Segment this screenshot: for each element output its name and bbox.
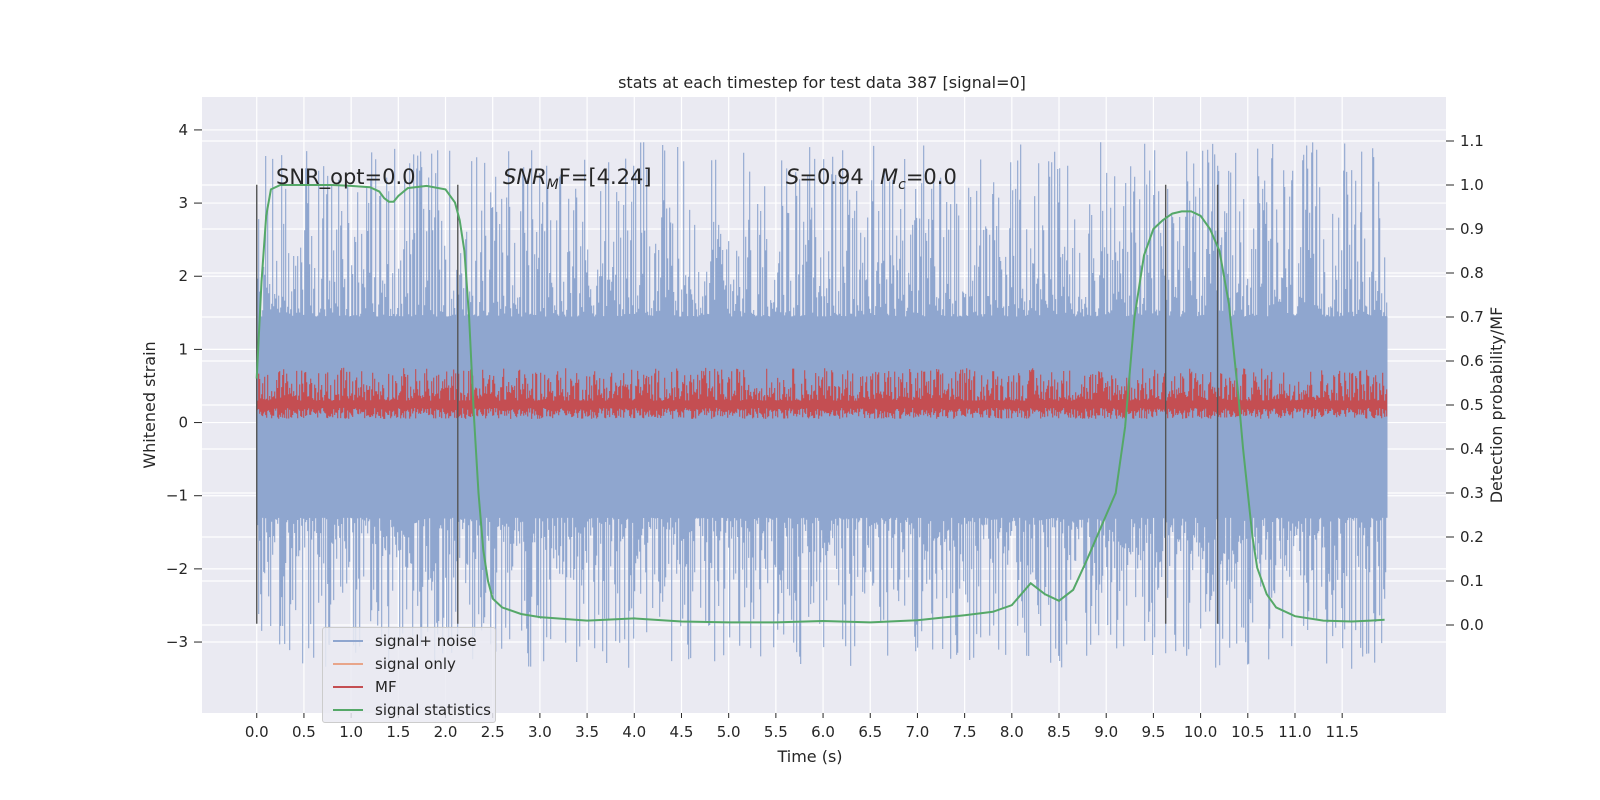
y-tick-label: 3 — [178, 194, 188, 212]
y-tick-label: 0 — [178, 414, 188, 432]
x-tick-label: 4.0 — [622, 723, 646, 741]
legend-item-mf: MF — [333, 676, 397, 698]
x-tick-label: 0.5 — [292, 723, 316, 741]
legend-label-signal-statistics: signal statistics — [375, 701, 492, 719]
y-tick-label: −2 — [166, 560, 188, 578]
signal-statistics-series — [255, 184, 1385, 624]
y-right-tick-label: 0.0 — [1460, 616, 1484, 634]
x-tick-label: 8.0 — [1000, 723, 1024, 741]
x-tick-label: 8.5 — [1047, 723, 1071, 741]
legend-label-mf: MF — [375, 678, 397, 696]
x-tick-label: 10.5 — [1231, 723, 1264, 741]
y-tick-label: −1 — [166, 487, 188, 505]
x-tick-label: 10.0 — [1184, 723, 1217, 741]
legend-swatch-signal-only — [333, 663, 363, 665]
legend-swatch-signal-noise — [333, 640, 363, 642]
y-tick-label: 4 — [178, 121, 188, 139]
y-right-tick-label: 0.9 — [1460, 220, 1484, 238]
y-right-tick-label: 1.1 — [1460, 132, 1484, 150]
x-tick-label: 5.0 — [717, 723, 741, 741]
x-tick-label: 6.0 — [811, 723, 835, 741]
event-marker-lines — [256, 184, 1219, 624]
legend-swatch-signal-statistics — [333, 709, 363, 711]
x-tick-label: 1.5 — [386, 723, 410, 741]
mc-symbol: M — [880, 165, 898, 189]
y-axis-label: Whitened strain — [140, 341, 159, 468]
y-tick-label: 2 — [178, 267, 188, 285]
y-right-tick-label: 0.1 — [1460, 572, 1484, 590]
y-right-tick-label: 1.0 — [1460, 176, 1484, 194]
legend-label-signal-noise: signal+ noise — [375, 632, 477, 650]
signal-statistics-line — [255, 184, 1385, 624]
x-tick-label: 3.5 — [575, 723, 599, 741]
y-right-tick-label: 0.3 — [1460, 484, 1484, 502]
y-axis-right-label: Detection probability/MF — [1487, 307, 1506, 504]
x-tick-label: 5.5 — [764, 723, 788, 741]
x-tick-label: 7.0 — [906, 723, 930, 741]
y-right-tick-label: 0.5 — [1460, 396, 1484, 414]
legend-item-signal-statistics: signal statistics — [333, 699, 491, 721]
y-right-tick-label: 0.8 — [1460, 264, 1484, 282]
x-axis-label: Time (s) — [776, 747, 842, 766]
x-tick-label: 0.0 — [245, 723, 269, 741]
chart-title: stats at each timestep for test data 387… — [618, 73, 1026, 92]
x-tick-label: 6.5 — [858, 723, 882, 741]
x-tick-label: 11.5 — [1325, 723, 1358, 741]
y-right-tick-label: 0.7 — [1460, 308, 1484, 326]
s-annotation: S=0.94 — [786, 165, 864, 189]
legend: signal+ noise signal only MF signal stat… — [322, 627, 496, 723]
s-symbol: S — [786, 165, 799, 189]
legend-item-signal-only: signal only — [333, 653, 456, 675]
x-tick-label: 4.5 — [670, 723, 694, 741]
x-tick-label: 1.0 — [339, 723, 363, 741]
mc-annotation: Mc=0.0 — [880, 165, 957, 193]
snr-mf-value: F=[4.24] — [559, 165, 652, 189]
y-tick-label: 1 — [178, 340, 188, 358]
snr-mf-annotation: SNRMF=[4.24] — [503, 165, 652, 193]
snr-mf-subscript: M — [547, 177, 559, 193]
y-right-tick-label: 0.2 — [1460, 528, 1484, 546]
y-right-tick-label: 0.6 — [1460, 352, 1484, 370]
legend-swatch-mf — [333, 686, 363, 688]
x-tick-label: 9.5 — [1141, 723, 1165, 741]
legend-label-signal-only: signal only — [375, 655, 456, 673]
snr-opt-annotation: SNR_opt=0.0 — [276, 165, 416, 190]
x-tick-label: 7.5 — [953, 723, 977, 741]
mc-subscript: c — [898, 177, 906, 193]
x-tick-label: 2.0 — [434, 723, 458, 741]
x-tick-label: 11.0 — [1278, 723, 1311, 741]
s-value: =0.94 — [799, 165, 863, 189]
y-right-tick-label: 0.4 — [1460, 440, 1484, 458]
axis-ticks: 0.0 0.5 1.0 1.5 2.0 2.5 3.0 3.5 4.0 4.5 5.0 5.5 6.0 6… — [166, 121, 1484, 741]
x-tick-label: 3.0 — [528, 723, 552, 741]
x-tick-label: 9.0 — [1094, 723, 1118, 741]
mc-value: =0.0 — [906, 165, 957, 189]
x-tick-label: 2.5 — [481, 723, 505, 741]
legend-item-signal-noise: signal+ noise — [333, 630, 477, 652]
snr-mf-symbol: SNR — [503, 165, 547, 189]
y-tick-label: −3 — [166, 633, 188, 651]
